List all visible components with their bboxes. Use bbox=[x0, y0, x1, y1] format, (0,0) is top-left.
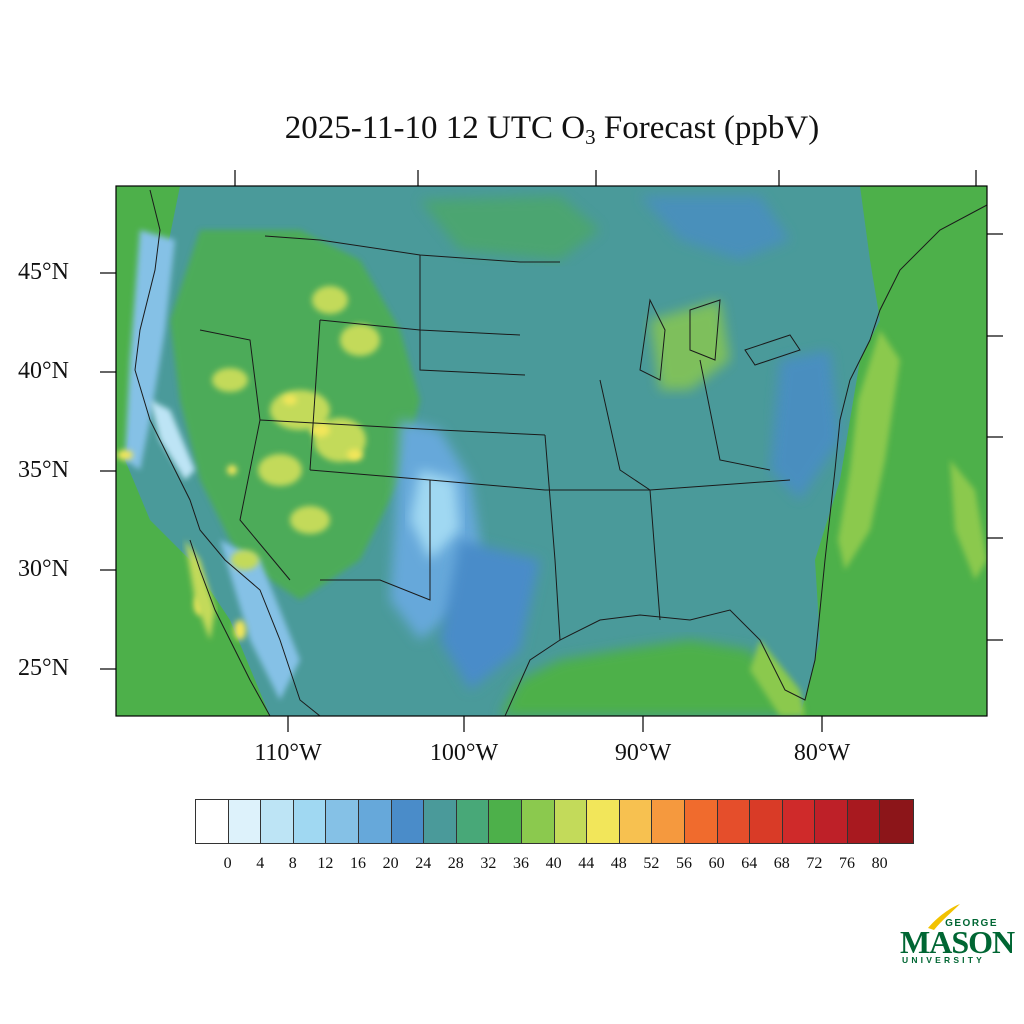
colorbar-labels: 0 4 8 12 16 20 24 28 32 36 40 44 48 52 56 60 64 68 72 76 80 bbox=[195, 855, 909, 879]
colorbar-box bbox=[619, 800, 653, 843]
logo-university: UNIVERSITY bbox=[902, 955, 986, 965]
colorbar bbox=[195, 799, 915, 844]
colorbar-label: 28 bbox=[447, 855, 464, 872]
colorbar-label: 12 bbox=[317, 855, 334, 872]
colorbar-label: 24 bbox=[415, 855, 432, 872]
colorbar-label: 16 bbox=[350, 855, 366, 872]
colorbar-label: 68 bbox=[773, 855, 790, 872]
colorbar-label: 8 bbox=[288, 855, 297, 872]
colorbar-box bbox=[815, 800, 848, 843]
colorbar-label: 60 bbox=[708, 855, 725, 872]
lat-label-35: 35°N bbox=[18, 457, 69, 483]
lon-label-80w: 80°W bbox=[793, 740, 851, 766]
lon-label-110w: 110°W bbox=[254, 740, 322, 766]
colorbar-box bbox=[456, 800, 490, 843]
colorbar-label: 0 bbox=[223, 855, 232, 872]
axis-ticks bbox=[100, 170, 1003, 732]
colorbar-box bbox=[587, 800, 620, 843]
coastlines bbox=[134, 189, 987, 716]
colorbar-box bbox=[293, 800, 327, 843]
logo-mason: MASON bbox=[900, 924, 1015, 960]
colorbar-label: 56 bbox=[676, 855, 692, 872]
lon-label-90w: 90°W bbox=[614, 740, 672, 766]
colorbar-label: 4 bbox=[256, 855, 265, 872]
colorbar-label: 52 bbox=[643, 855, 660, 872]
lon-label-100w: 100°W bbox=[429, 740, 499, 766]
colorbar-label: 44 bbox=[578, 855, 595, 872]
colorbar-box bbox=[782, 800, 816, 843]
colorbar-box bbox=[717, 800, 751, 843]
colorbar-box bbox=[228, 800, 262, 843]
lat-label-45: 45°N bbox=[18, 259, 69, 285]
colorbar-label: 32 bbox=[480, 855, 497, 872]
colorbar-label: 80 bbox=[871, 855, 888, 872]
colorbar-label: 48 bbox=[610, 855, 627, 872]
lat-label-40: 40°N bbox=[18, 358, 69, 384]
gmu-logo: GEORGE MASON UNIVERSITY bbox=[898, 898, 1015, 968]
colorbar-box bbox=[750, 800, 783, 843]
logo-george: GEORGE bbox=[945, 918, 998, 929]
colorbar-label: 72 bbox=[806, 855, 823, 872]
colorbar-label: 40 bbox=[545, 855, 562, 872]
colorbar-box bbox=[652, 800, 685, 843]
colorbar-box bbox=[196, 800, 229, 843]
lat-label-25: 25°N bbox=[18, 655, 69, 681]
colorbar-box bbox=[326, 800, 359, 843]
colorbar-label: 76 bbox=[839, 855, 855, 872]
colorbar-box bbox=[261, 800, 294, 843]
colorbar-label: 36 bbox=[513, 855, 529, 872]
colorbar-box bbox=[424, 800, 457, 843]
colorbar-box bbox=[880, 800, 914, 843]
logo-swoosh-icon bbox=[928, 904, 960, 930]
colorbar-box bbox=[521, 800, 555, 843]
colorbar-box bbox=[847, 800, 881, 843]
ozone-field bbox=[116, 186, 987, 716]
colorbar-box bbox=[391, 800, 425, 843]
map-title: 2025-11-10 12 UTC O3 Forecast (ppbV) bbox=[284, 110, 820, 149]
colorbar-label: 20 bbox=[382, 855, 399, 872]
colorbar-box bbox=[358, 800, 392, 843]
colorbar-label: 64 bbox=[741, 855, 758, 872]
colorbar-box bbox=[684, 800, 718, 843]
colorbar-box bbox=[489, 800, 522, 843]
lat-label-30: 30°N bbox=[18, 556, 69, 582]
colorbar-box bbox=[554, 800, 588, 843]
